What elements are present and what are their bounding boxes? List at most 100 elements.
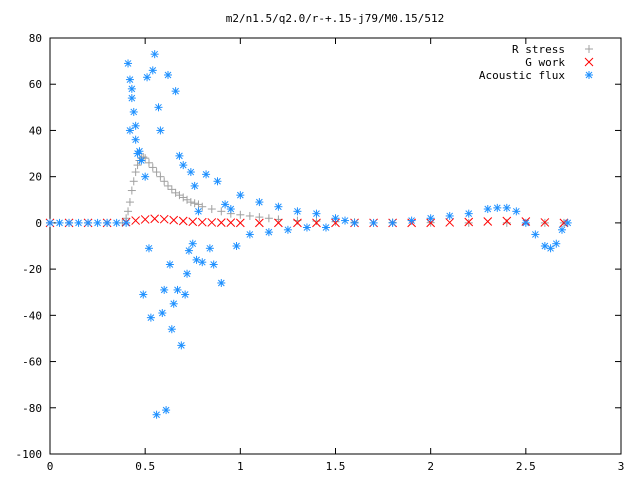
- data-point: [129, 107, 138, 116]
- data-point: [131, 168, 140, 177]
- data-point: [171, 87, 180, 96]
- data-point: [245, 230, 254, 239]
- data-point: [65, 218, 74, 227]
- data-point: [255, 218, 264, 228]
- data-point: [46, 218, 54, 227]
- data-point: [274, 218, 283, 228]
- data-point: [159, 214, 169, 224]
- data-point: [164, 181, 173, 190]
- data-point: [140, 215, 150, 224]
- axes: 0 0.5 1 1.5 2 2.5 3 -100 -80 -60 -40 -20 0 20 40 60 80: [16, 32, 625, 473]
- data-point: [181, 290, 190, 299]
- data-point: [293, 207, 302, 216]
- data-point: [127, 94, 136, 103]
- data-point: [331, 218, 340, 228]
- data-point: [150, 214, 160, 224]
- data-point: [341, 216, 350, 225]
- data-point: [245, 211, 254, 220]
- data-point: [483, 217, 493, 226]
- data-point: [127, 84, 136, 93]
- data-point: [321, 223, 330, 232]
- data-point: [124, 207, 133, 216]
- data-point: [540, 242, 549, 250]
- x-tick-label: 0: [47, 460, 54, 473]
- data-point: [141, 172, 150, 181]
- legend-marker: [585, 45, 593, 53]
- data-point: [264, 228, 273, 237]
- legend-marker: [584, 57, 594, 67]
- data-point: [445, 211, 454, 220]
- data-point: [217, 278, 226, 287]
- data-point: [169, 299, 178, 308]
- data-point: [198, 258, 207, 267]
- data-point: [293, 218, 302, 228]
- data-point: [464, 218, 473, 227]
- data-point: [226, 205, 235, 214]
- data-point: [169, 215, 179, 225]
- y-tick-label: -60: [22, 356, 42, 369]
- data-point: [165, 260, 174, 269]
- data-point: [144, 158, 153, 167]
- plot-frame: [49, 37, 622, 455]
- data-point: [388, 218, 397, 227]
- data-point: [521, 218, 530, 227]
- data-point: [131, 121, 140, 130]
- data-point: [236, 210, 245, 219]
- data-point: [154, 103, 163, 112]
- data-point: [137, 156, 146, 165]
- data-point: [160, 285, 169, 294]
- data-point: [464, 209, 473, 218]
- data-point: [190, 181, 199, 190]
- data-point: [124, 59, 133, 68]
- data-point: [186, 168, 195, 177]
- data-point: [255, 198, 264, 207]
- y-tick-label: -20: [22, 263, 42, 276]
- data-point: [557, 225, 566, 234]
- data-point: [216, 218, 226, 228]
- x-tick-label: 2.5: [516, 460, 536, 473]
- legend-label: R stress: [512, 43, 565, 56]
- y-tick-label: 0: [35, 217, 42, 230]
- data-point: [202, 170, 211, 179]
- data-point: [312, 209, 321, 218]
- data-point: [312, 217, 321, 226]
- data-point: [184, 246, 193, 255]
- data-point: [190, 199, 199, 208]
- data-point: [563, 218, 572, 227]
- data-point: [540, 218, 550, 227]
- legend-marker: [585, 71, 593, 79]
- data-point: [226, 218, 236, 228]
- data-point: [207, 218, 217, 227]
- data-point: [264, 214, 273, 223]
- y-tick-label: 40: [29, 124, 42, 137]
- data-point: [350, 218, 359, 227]
- y-tick-label: -80: [22, 402, 42, 415]
- data-point: [188, 217, 198, 227]
- data-point: [167, 325, 176, 334]
- series-acoustic-flux: [46, 50, 572, 419]
- data-point: [160, 177, 169, 186]
- data-point: [274, 215, 283, 224]
- data-point: [139, 153, 148, 162]
- data-point: [186, 198, 195, 207]
- data-point: [93, 218, 102, 227]
- data-point: [531, 230, 540, 239]
- legend-label: G work: [525, 56, 565, 69]
- data-point: [133, 161, 142, 170]
- data-point: [148, 66, 157, 75]
- data-point: [483, 205, 492, 214]
- data-point: [178, 216, 188, 226]
- data-point: [144, 244, 153, 253]
- data-point: [135, 147, 144, 156]
- data-point: [150, 50, 159, 59]
- y-tick-label: 60: [29, 78, 42, 91]
- data-point: [512, 207, 521, 216]
- data-point: [173, 285, 182, 294]
- x-tick-label: 0.5: [135, 460, 155, 473]
- data-point: [464, 217, 474, 227]
- data-point: [194, 207, 203, 216]
- data-point: [175, 151, 184, 160]
- data-point: [156, 172, 165, 181]
